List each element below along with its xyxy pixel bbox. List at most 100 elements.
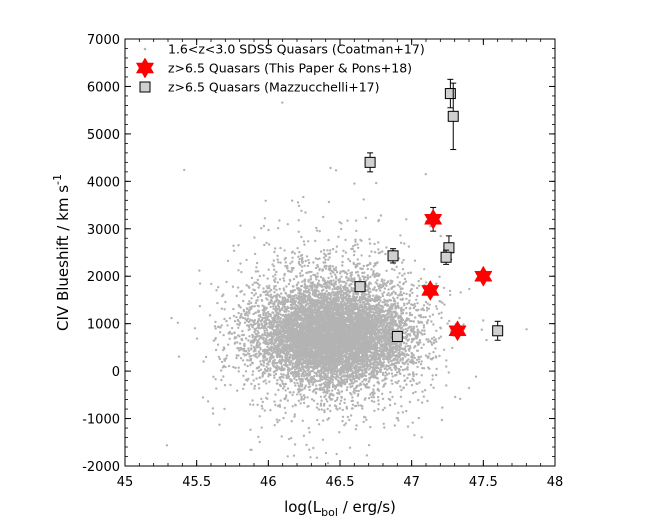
sdss-point: [262, 349, 265, 352]
sdss-point: [307, 240, 310, 243]
sdss-point: [406, 425, 410, 428]
sdss-point: [438, 275, 441, 278]
sdss-point: [365, 279, 368, 282]
sdss-point: [391, 359, 394, 362]
sdss-point: [379, 289, 382, 292]
sdss-point: [283, 406, 286, 410]
sdss-point: [424, 300, 428, 304]
sdss-point: [393, 285, 396, 288]
sdss-point: [377, 218, 381, 222]
sdss-point: [339, 383, 342, 386]
sdss-point: [301, 419, 304, 422]
sdss-point: [271, 263, 274, 266]
sdss-point: [285, 285, 288, 288]
sdss-point: [415, 373, 418, 376]
sdss-point: [355, 356, 358, 359]
sdss-point: [297, 204, 301, 208]
sdss-point: [406, 363, 410, 366]
sdss-point: [365, 418, 368, 422]
sdss-point: [299, 274, 302, 278]
sdss-point: [383, 426, 386, 429]
sdss-point: [252, 350, 256, 353]
sdss-point: [428, 315, 432, 318]
sdss-point: [270, 288, 273, 292]
sdss-point: [405, 297, 408, 300]
sdss-point: [287, 437, 291, 441]
sdss-point: [253, 387, 256, 390]
sdss-point: [329, 409, 332, 413]
sdss-point: [302, 398, 306, 401]
sdss-point: [361, 267, 364, 270]
sdss-point: [346, 279, 349, 282]
sdss-point: [367, 444, 371, 447]
sdss-point: [274, 393, 277, 396]
sdss-point: [236, 286, 240, 289]
sdss-point: [399, 372, 402, 375]
sdss-point: [353, 388, 356, 392]
sdss-point: [257, 350, 261, 353]
sdss-point: [292, 266, 295, 270]
sdss-point: [326, 418, 329, 421]
sdss-point: [264, 312, 268, 315]
sdss-point: [297, 230, 300, 233]
sdss-point: [252, 379, 255, 382]
sdss-point: [291, 393, 294, 397]
sdss-point: [431, 374, 434, 377]
sdss-point: [386, 293, 389, 297]
sdss-point: [346, 415, 350, 419]
sdss-point: [334, 268, 338, 272]
sdss-point: [428, 303, 431, 306]
sdss-point: [371, 273, 374, 277]
sdss-point: [267, 375, 270, 378]
sdss-point: [426, 322, 429, 325]
sdss-point: [267, 228, 270, 232]
sdss-point: [214, 348, 218, 352]
sdss-point: [421, 329, 424, 332]
sdss-point: [268, 290, 271, 293]
sdss-point: [420, 401, 424, 404]
sdss-point: [244, 370, 248, 373]
sdss-point: [334, 277, 338, 280]
sdss-point: [413, 434, 416, 437]
sdss-point: [241, 316, 245, 320]
sdss-point: [426, 399, 429, 403]
sdss-point: [398, 294, 402, 297]
sdss-point: [293, 289, 296, 292]
sdss-point: [260, 426, 263, 429]
sdss-point: [381, 397, 385, 401]
sdss-point: [233, 320, 237, 323]
sdss-point: [295, 284, 298, 287]
sdss-point: [341, 270, 344, 273]
sdss-point: [262, 224, 266, 228]
sdss-point: [336, 396, 339, 399]
sdss-point: [418, 330, 421, 334]
sdss-point: [342, 249, 345, 252]
sdss-point: [225, 280, 228, 284]
sdss-point: [397, 419, 400, 422]
sdss-point: [303, 264, 306, 267]
sdss-point: [222, 333, 225, 337]
sdss-point: [240, 337, 243, 341]
sdss-point: [474, 375, 478, 378]
sdss-point: [315, 226, 318, 230]
sdss-point: [245, 311, 248, 314]
sdss-point: [322, 215, 325, 219]
sdss-point: [319, 404, 322, 407]
sdss-point: [250, 297, 253, 300]
sdss-point: [399, 241, 403, 244]
sdss-point: [342, 374, 345, 377]
sdss-point: [407, 245, 411, 248]
sdss-point: [242, 333, 246, 337]
sdss-point: [287, 313, 290, 316]
sdss-point: [395, 371, 399, 374]
sdss-point: [262, 338, 265, 341]
sdss-point: [381, 408, 385, 412]
sdss-point: [264, 199, 267, 202]
sdss-point: [274, 403, 277, 407]
sdss-point: [279, 384, 282, 388]
sdss-point: [397, 370, 401, 373]
sdss-point: [323, 285, 326, 288]
sdss-point: [327, 258, 330, 261]
sdss-point: [290, 420, 293, 423]
sdss-point: [230, 332, 234, 335]
